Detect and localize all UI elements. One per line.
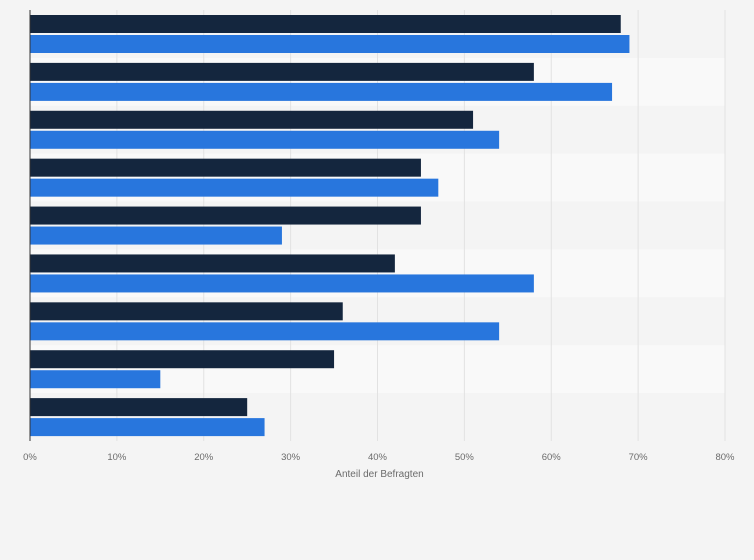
bar-series1-row2	[30, 62, 534, 81]
bar-series2-row9	[30, 418, 265, 437]
bar-series2-row6	[30, 274, 534, 293]
bar-series2-row3	[30, 130, 500, 149]
bar-series1-row9	[30, 398, 248, 417]
bar-series2-row2	[30, 82, 613, 101]
grid-lines	[116, 10, 726, 441]
bar-series1-row4	[30, 158, 421, 177]
bar-series1-row6	[30, 254, 395, 273]
bar-series1-row3	[30, 110, 474, 129]
x-tick-label-10: 10%	[107, 452, 127, 463]
bar-series1-row1	[30, 15, 621, 33]
bar-series1-row8	[30, 350, 335, 369]
bar-series2-row4	[30, 178, 439, 197]
bar-series2-row5	[30, 226, 282, 245]
bar-series2-row7	[30, 322, 500, 341]
bar-series1-row5	[30, 206, 421, 225]
x-tick-label-30: 30%	[281, 452, 301, 463]
x-tick-label-70: 70%	[629, 452, 649, 463]
bar-series2-row1	[30, 35, 630, 53]
x-tick-label-20: 20%	[194, 452, 214, 463]
bar-series1-row7	[30, 302, 343, 321]
x-tick-label-60: 60%	[542, 452, 562, 463]
x-tick-label-50: 50%	[455, 452, 475, 463]
x-axis-title: Anteil der Befragten	[335, 469, 423, 480]
x-tick-label-80: 80%	[715, 452, 735, 463]
x-axis-tick-labels: 0% 10% 20% 30% 40% 50% 60% 70% 80%	[23, 452, 735, 463]
x-tick-label-40: 40%	[368, 452, 388, 463]
bars	[30, 15, 630, 437]
x-tick-label-0: 0%	[23, 452, 37, 463]
bar-series2-row8	[30, 370, 161, 389]
